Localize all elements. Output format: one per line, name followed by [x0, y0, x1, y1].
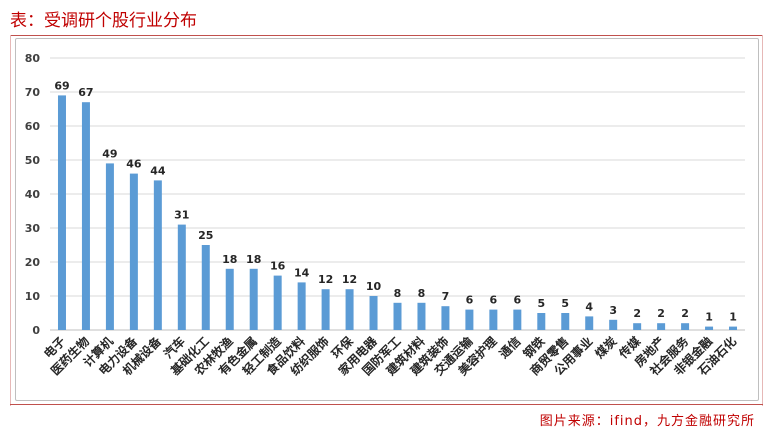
- data-label: 12: [342, 273, 357, 286]
- bar: [297, 282, 306, 330]
- y-tick-label: 40: [25, 188, 41, 201]
- bar: [681, 323, 690, 330]
- data-label: 4: [585, 300, 593, 313]
- y-tick-label: 50: [25, 154, 41, 167]
- bar: [609, 319, 618, 330]
- data-label: 8: [394, 287, 402, 300]
- data-label: 18: [246, 253, 261, 266]
- y-tick-label: 0: [32, 324, 40, 337]
- data-label: 2: [633, 307, 641, 320]
- chart-title: 表：受调研个股行业分布: [10, 11, 197, 31]
- right-border: [762, 35, 763, 406]
- data-label: 14: [294, 266, 310, 279]
- data-label: 1: [705, 311, 713, 324]
- bar: [441, 306, 450, 330]
- data-label: 16: [270, 260, 286, 273]
- bar: [129, 173, 138, 330]
- data-label: 2: [657, 307, 665, 320]
- data-label: 6: [490, 294, 498, 307]
- bar: [657, 323, 666, 330]
- y-tick-label: 30: [25, 222, 41, 235]
- bar: [537, 313, 546, 330]
- bar: [417, 302, 426, 330]
- x-tick-label: 通信: [496, 334, 524, 362]
- data-label: 5: [561, 297, 569, 310]
- data-label: 6: [513, 294, 521, 307]
- bar: [393, 302, 402, 330]
- data-label: 18: [222, 253, 237, 266]
- bar: [585, 316, 594, 330]
- data-label: 2: [681, 307, 689, 320]
- left-border: [10, 35, 11, 406]
- data-label: 8: [418, 287, 426, 300]
- bar: [225, 268, 234, 330]
- data-label: 25: [198, 229, 213, 242]
- data-label: 5: [537, 297, 545, 310]
- data-label: 44: [150, 164, 166, 177]
- bar: [729, 326, 738, 330]
- data-label: 49: [102, 147, 117, 160]
- bar: [321, 289, 330, 330]
- bar: [633, 323, 642, 330]
- bar: [201, 245, 210, 330]
- data-label: 10: [366, 280, 382, 293]
- data-label: 1: [729, 311, 737, 324]
- data-label: 46: [126, 158, 142, 171]
- bar: [153, 180, 162, 330]
- bar: [273, 275, 282, 330]
- bar: [489, 309, 498, 330]
- bar: [345, 289, 354, 330]
- y-tick-label: 20: [25, 256, 41, 269]
- y-tick-label: 80: [25, 52, 41, 65]
- source-note: 图片来源：ifind，九方金融研究所: [539, 414, 755, 429]
- data-label: 31: [174, 209, 189, 222]
- data-label: 67: [78, 86, 93, 99]
- data-label: 6: [466, 294, 474, 307]
- bar: [105, 163, 114, 330]
- y-tick-label: 60: [25, 120, 41, 133]
- x-tick-label: 煤炭: [592, 334, 620, 362]
- bar: [81, 102, 90, 330]
- bar: [177, 224, 186, 330]
- bar: [705, 326, 714, 330]
- data-label: 69: [54, 79, 69, 92]
- bar: [561, 313, 570, 330]
- bar: [369, 296, 378, 330]
- bar: [249, 268, 258, 330]
- bar: [57, 95, 66, 331]
- bar: [465, 309, 474, 330]
- title-divider: [10, 35, 763, 36]
- footer-divider: [10, 404, 763, 405]
- data-label: 3: [609, 304, 617, 317]
- bar: [513, 309, 522, 330]
- data-label: 12: [318, 273, 333, 286]
- data-label: 7: [442, 290, 450, 303]
- bar-chart: 0102030405060708069电子67医药生物49计算机46电力设备44…: [25, 52, 745, 379]
- chart-frame: [15, 38, 759, 401]
- y-tick-label: 70: [25, 86, 41, 99]
- y-tick-label: 10: [25, 290, 41, 303]
